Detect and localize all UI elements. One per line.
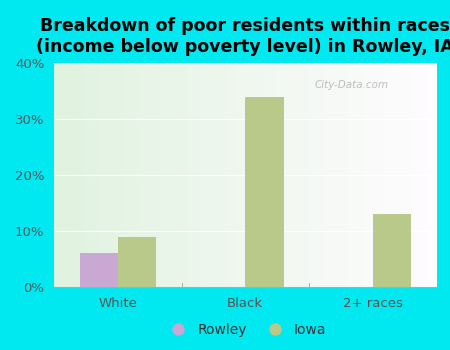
Title: Breakdown of poor residents within races
(income below poverty level) in Rowley,: Breakdown of poor residents within races… — [36, 17, 450, 56]
Bar — [373, 214, 411, 287]
Text: City-Data.com: City-Data.com — [314, 80, 388, 90]
Bar — [80, 253, 118, 287]
Bar — [245, 97, 284, 287]
Legend: Rowley, Iowa: Rowley, Iowa — [158, 318, 332, 343]
Bar — [118, 237, 156, 287]
